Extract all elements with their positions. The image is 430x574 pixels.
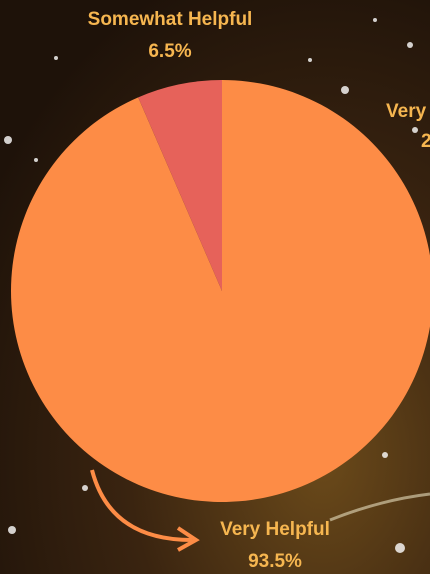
annotation: Very — [386, 101, 427, 122]
page: Somewhat Helpful 6.5% Very Helpful 93.5%… — [0, 0, 430, 574]
chart: Somewhat Helpful 6.5% Very Helpful 93.5%… — [0, 0, 430, 574]
category-label: Somewhat Helpful — [88, 9, 253, 30]
category-label: Very Helpful — [220, 519, 330, 540]
value-label: 93.5% — [248, 551, 302, 572]
annotation: 2 — [421, 131, 430, 152]
value-label: 6.5% — [148, 41, 191, 62]
